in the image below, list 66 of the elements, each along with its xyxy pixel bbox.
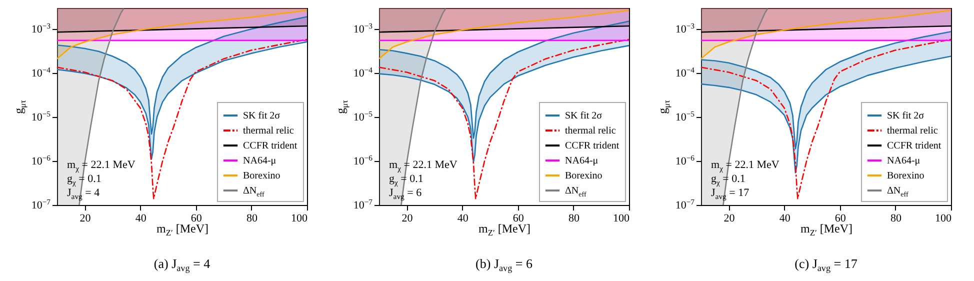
x-tick-label: 20	[80, 212, 92, 224]
y-tick-label: 10$^{−4}$	[31, 65, 51, 80]
legend-label: CCFR trident	[887, 140, 942, 152]
y-tick-label: 10$^{−5}$	[353, 109, 373, 124]
legend-label: ΔN$_{eff}$	[243, 186, 265, 198]
x-tick-label: 100	[935, 212, 952, 224]
x-tick-label: 80	[568, 212, 580, 224]
x-tick-label: 40	[135, 212, 147, 224]
y-tick-label: 10$^{−7}$	[675, 198, 695, 212]
legend-label: CCFR trident	[243, 140, 298, 152]
legend-label: NA64-μ	[565, 156, 598, 166]
x-tick-label: 40	[779, 212, 791, 224]
legend-label: Borexino	[243, 170, 280, 182]
y-tick-label: 10$^{−5}$	[31, 109, 51, 124]
legend-label: CCFR trident	[565, 140, 620, 152]
x-tick-label: 60	[834, 212, 846, 224]
y-tick-label: 10$^{−3}$	[675, 21, 695, 36]
annotation: g$_{χ}$ = 0.1	[67, 173, 102, 187]
x-tick-label: 100	[291, 212, 308, 224]
y-tick-label: 10$^{−4}$	[353, 65, 373, 80]
x-axis-title: m$_{Z′}$ [MeV]	[478, 222, 530, 238]
legend-label: ΔN$_{eff}$	[565, 186, 587, 198]
y-tick-label: 10$^{−5}$	[675, 109, 695, 124]
x-tick-label: 20	[724, 212, 736, 224]
x-tick-label: 100	[613, 212, 630, 224]
legend-label: Borexino	[565, 170, 602, 182]
text: (a) J$_{avg}$ = 4	[154, 256, 211, 273]
x-tick-label: 20	[402, 212, 414, 224]
legend-label: thermal relic	[243, 126, 294, 136]
legend-label: SK fit 2σ	[565, 110, 603, 122]
legend-label: thermal relic	[565, 126, 616, 136]
y-tick-label: 10$^{−3}$	[353, 21, 373, 36]
legend-label: NA64-μ	[887, 156, 920, 166]
y-tick-label: 10$^{−3}$	[31, 21, 51, 36]
y-tick-label: 10$^{−6}$	[675, 154, 695, 168]
legend-label: thermal relic	[887, 126, 938, 136]
text: (b) J$_{avg}$ = 6	[476, 256, 533, 273]
legend-label: SK fit 2σ	[887, 110, 925, 122]
x-tick-label: 80	[246, 212, 258, 224]
line-series	[700, 38, 952, 200]
x-tick-label: 40	[457, 212, 469, 224]
x-tick-label: 80	[890, 212, 902, 224]
annotation: J$_{avg}$ = 17	[711, 187, 750, 201]
line-series	[378, 38, 630, 200]
legend-label: ΔN$_{eff}$	[887, 186, 909, 198]
annotation: m$_{χ}$ = 22.1 MeV	[67, 159, 136, 173]
legend-label: NA64-μ	[243, 156, 276, 166]
line-series	[56, 38, 308, 200]
y-tick-label: 10$^{−4}$	[675, 65, 695, 80]
x-axis-title: m$_{Z′}$ [MeV]	[800, 222, 852, 238]
annotation: m$_{χ}$ = 22.1 MeV	[389, 159, 458, 173]
x-tick-label: 60	[512, 212, 524, 224]
annotation: J$_{avg}$ = 6	[389, 187, 422, 201]
y-tick-label: 10$^{−7}$	[353, 198, 373, 212]
legend-label: Borexino	[887, 170, 924, 182]
annotation: g$_{χ}$ = 0.1	[389, 173, 424, 187]
x-axis-title: m$_{Z′}$ [MeV]	[156, 222, 208, 238]
legend-label: SK fit 2σ	[243, 110, 281, 122]
y-tick-label: 10$^{−6}$	[31, 154, 51, 168]
y-tick-label: 10$^{−7}$	[31, 198, 51, 212]
x-tick-label: 60	[190, 212, 202, 224]
annotation: g$_{χ}$ = 0.1	[711, 173, 746, 187]
y-tick-label: 10$^{−6}$	[353, 154, 373, 168]
annotation: m$_{χ}$ = 22.1 MeV	[711, 159, 780, 173]
annotation: J$_{avg}$ = 4	[67, 187, 100, 201]
text: (c) J$_{avg}$ = 17	[794, 256, 858, 273]
